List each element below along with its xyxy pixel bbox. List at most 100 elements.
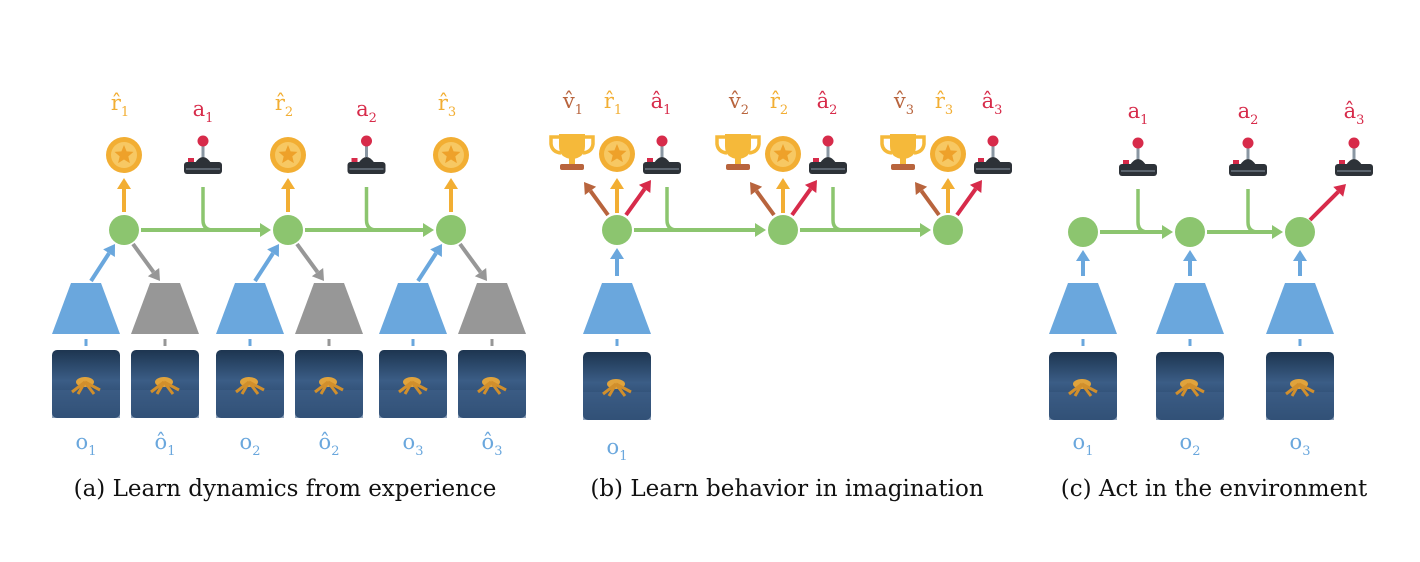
- reward-label-sub: 1: [121, 105, 129, 120]
- encode-arrow-head: [103, 244, 115, 258]
- observation-label-sub: 1: [88, 444, 96, 459]
- trophy-base: [891, 164, 915, 170]
- action-label-sub: 1: [205, 111, 213, 126]
- joystick-button: [188, 158, 194, 162]
- action-arrow: [955, 180, 982, 217]
- value-arrow-shaft: [588, 189, 610, 217]
- ant-leg: [1073, 383, 1084, 397]
- encode-arrow-shaft: [89, 252, 111, 283]
- action-arrow-head: [969, 180, 982, 194]
- value-arrow-shaft: [754, 189, 776, 217]
- joystick-icon: [184, 135, 222, 174]
- ant-leg: [490, 380, 507, 392]
- reward-arrow-head: [281, 178, 295, 189]
- value-label-base: v̂: [562, 89, 575, 113]
- joystick-base-top: [654, 157, 670, 163]
- ant-leg: [615, 382, 632, 394]
- trophy-stem: [900, 158, 906, 165]
- trophy-stem: [569, 158, 575, 165]
- action-arrow-head: [1333, 184, 1346, 197]
- encode-arrow-shaft: [253, 252, 275, 283]
- latent-state-node: [602, 215, 632, 245]
- trophy-handle-right: [582, 135, 595, 155]
- reward-label: r̂1: [111, 91, 129, 120]
- joystick-icon: [347, 135, 386, 174]
- coin-star-icon: [930, 136, 966, 172]
- decoder: [458, 283, 526, 334]
- joystick-base: [643, 162, 681, 174]
- observation-label-base: o: [1180, 430, 1193, 454]
- coin-star-icon: [599, 136, 635, 172]
- observation-label-sub: 1: [1085, 444, 1093, 459]
- encoder: [1049, 283, 1117, 334]
- action-label: â2: [817, 89, 838, 118]
- image-floor: [583, 392, 651, 420]
- observation-label-sub: 1: [619, 449, 627, 464]
- action-merge-line: [1136, 189, 1149, 234]
- transition-arrow: [141, 223, 271, 237]
- joystick-base: [1335, 164, 1373, 176]
- decoder: [131, 283, 199, 334]
- encode-arrow-head: [1183, 250, 1197, 261]
- action-label-base: â: [817, 89, 830, 113]
- reward-label-sub: 2: [780, 103, 788, 118]
- decode-arrow-shaft: [131, 242, 156, 274]
- action-arrow-head: [804, 180, 817, 194]
- joystick-icon: [809, 135, 847, 174]
- observation-label: o3: [1290, 430, 1311, 459]
- value-arrow-head: [750, 182, 763, 196]
- action-label-sub: 3: [1356, 113, 1364, 128]
- reward-arrow: [117, 178, 131, 212]
- latent-state-node: [768, 215, 798, 245]
- transition-arrow: [305, 223, 434, 237]
- action-label: a2: [1238, 99, 1259, 128]
- action-arrow: [624, 180, 651, 217]
- action-merge-line: [665, 187, 678, 232]
- reward-arrow: [444, 178, 458, 212]
- joystick-icon: [974, 135, 1012, 174]
- reward-arrow: [281, 178, 295, 212]
- action-arrow-shaft: [955, 187, 978, 217]
- joystick-ball: [1242, 137, 1254, 149]
- ant-leg: [1188, 382, 1205, 394]
- value-label: v̂3: [893, 89, 914, 118]
- decode-arrow: [295, 242, 324, 281]
- ant-leg: [1290, 383, 1301, 397]
- decode-arrow-head: [474, 267, 487, 281]
- joystick-ball: [361, 135, 372, 147]
- trophy-handle-right: [913, 135, 926, 155]
- reward-label-base: r̂: [111, 91, 122, 115]
- reconstruction-label-base: ô: [482, 430, 495, 454]
- joystick-base-top: [820, 157, 836, 163]
- reward-label-base: r̂: [438, 91, 449, 115]
- joystick-base-top: [195, 157, 211, 163]
- reward-label-base: r̂: [275, 91, 286, 115]
- decode-arrow: [458, 242, 487, 281]
- robot-ant-image: [295, 350, 363, 418]
- trophy-handle-left: [549, 135, 562, 155]
- coin-star-icon: [270, 137, 306, 173]
- action-label-base: a: [193, 97, 206, 121]
- action-label-base: â: [651, 89, 664, 113]
- joystick-ball: [987, 135, 999, 147]
- transition-arrow: [1100, 225, 1173, 239]
- joystick-base: [347, 162, 386, 174]
- action-arrow-shaft: [1308, 190, 1340, 222]
- encoder: [216, 283, 284, 334]
- transition-arrow-head: [920, 223, 931, 237]
- coin-star-icon: [765, 136, 801, 172]
- action-label: â3: [982, 89, 1003, 118]
- joystick-base: [809, 162, 847, 174]
- trophy-icon: [549, 134, 595, 170]
- reward-label: r̂1: [604, 89, 622, 118]
- action-label-sub: 2: [829, 103, 837, 118]
- value-arrow: [750, 182, 776, 217]
- trophy-handle-left: [880, 135, 893, 155]
- joystick-base-top: [1130, 159, 1146, 165]
- action-label: a1: [1128, 99, 1149, 128]
- observation-label: o1: [76, 430, 97, 459]
- encoder: [1156, 283, 1224, 334]
- ant-leg: [248, 380, 265, 392]
- encode-arrow: [89, 244, 115, 283]
- observation-label: o2: [240, 430, 261, 459]
